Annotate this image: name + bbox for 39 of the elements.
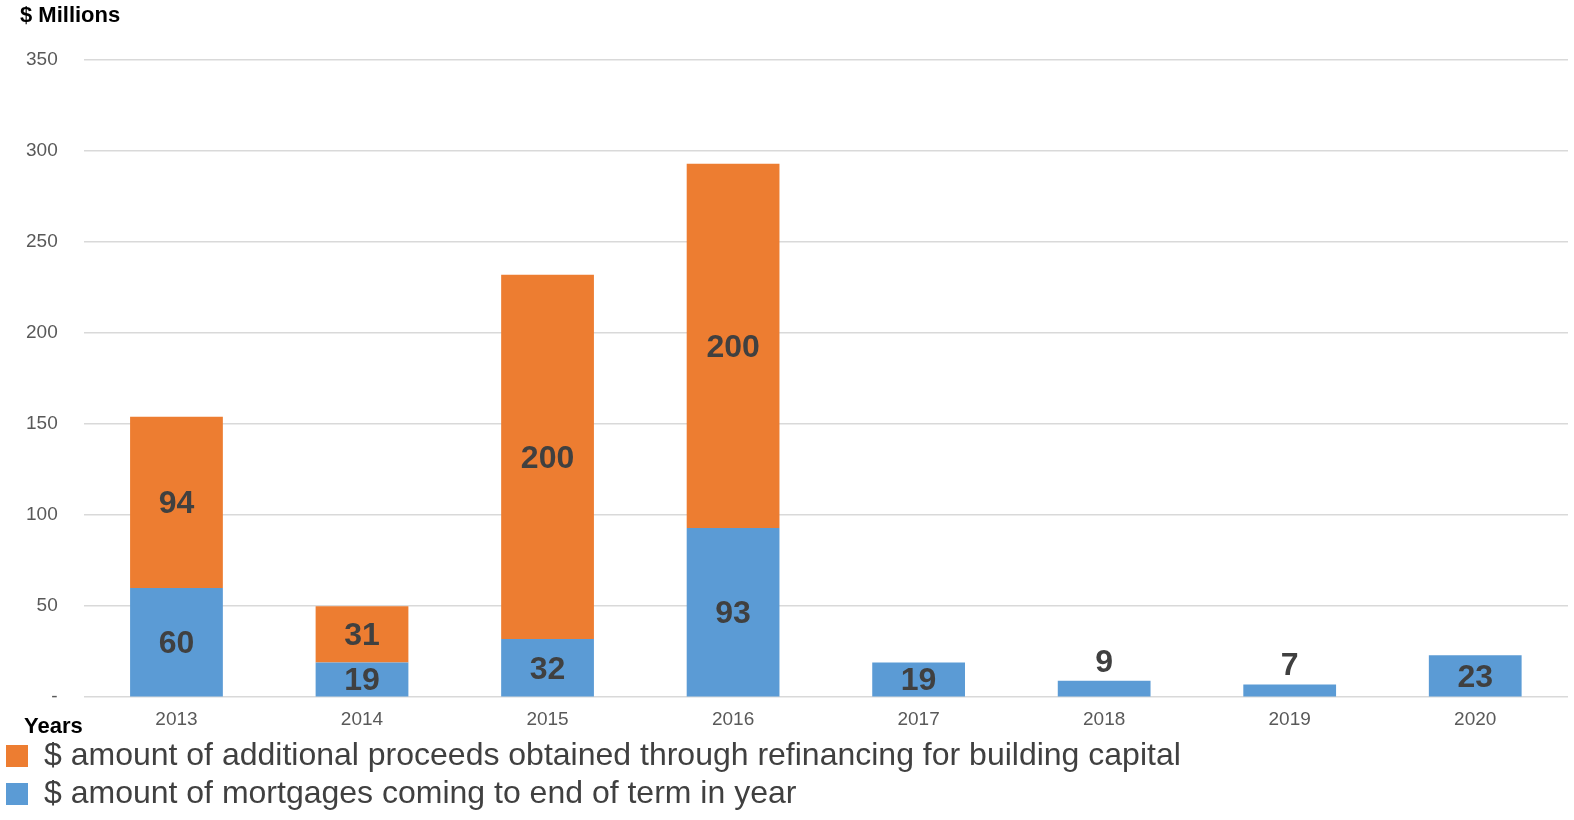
bar [1243, 684, 1337, 697]
y-axis-title: $ Millions [20, 2, 121, 28]
bar [130, 587, 223, 697]
y-tick-label: - [51, 685, 58, 707]
bar [686, 163, 780, 528]
x-tick-label: 2019 [1268, 707, 1311, 729]
bar [501, 274, 594, 639]
data-label: 7 [1280, 646, 1299, 683]
x-tick-label: 2017 [897, 707, 940, 729]
bar [130, 416, 223, 588]
data-label: 200 [520, 438, 575, 475]
x-tick-label: 2013 [155, 707, 198, 729]
y-tick-label: 200 [26, 321, 58, 343]
data-label: 93 [715, 594, 751, 630]
bar [1057, 680, 1151, 697]
x-tick-label: 2020 [1454, 707, 1497, 729]
data-label: 19 [900, 661, 937, 698]
data-label: 19 [344, 661, 380, 698]
y-tick-label: 50 [36, 594, 58, 616]
y-tick-label: 300 [26, 139, 58, 161]
y-tick-label: 100 [26, 503, 58, 525]
data-label: 60 [158, 624, 195, 661]
x-tick-label: 2018 [1083, 707, 1126, 729]
y-tick-label: 150 [26, 412, 58, 434]
y-tick-label: 350 [26, 48, 58, 70]
x-tick-label: 2015 [526, 707, 569, 729]
data-label: 31 [344, 616, 380, 653]
bar [686, 527, 780, 697]
data-label: 94 [158, 484, 195, 521]
x-tick-label: 2016 [711, 707, 755, 729]
bar [315, 606, 409, 663]
data-label: 32 [529, 649, 566, 686]
data-label: 23 [1457, 657, 1494, 694]
legend-label: $ amount of mortgages coming to end of term in year [44, 773, 797, 810]
data-label: 200 [706, 327, 760, 364]
data-label: 9 [1095, 642, 1114, 679]
bar [501, 638, 594, 697]
x-tick-label: 2014 [340, 707, 384, 729]
y-tick-label: 250 [26, 230, 58, 252]
